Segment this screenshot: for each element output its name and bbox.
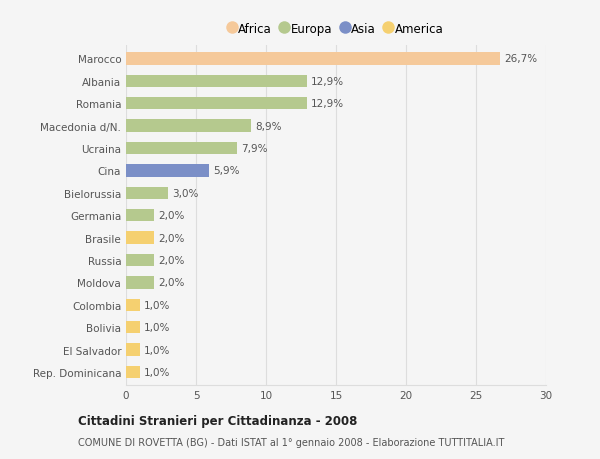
Text: 12,9%: 12,9% bbox=[311, 77, 344, 87]
Text: 5,9%: 5,9% bbox=[213, 166, 239, 176]
Text: 1,0%: 1,0% bbox=[144, 345, 170, 355]
Text: 2,0%: 2,0% bbox=[158, 211, 185, 221]
Bar bbox=[126, 143, 236, 155]
Bar bbox=[126, 254, 154, 267]
Text: 12,9%: 12,9% bbox=[311, 99, 344, 109]
Bar bbox=[126, 277, 154, 289]
Legend: Africa, Europa, Asia, America: Africa, Europa, Asia, America bbox=[224, 18, 448, 40]
Bar bbox=[126, 210, 154, 222]
Text: 8,9%: 8,9% bbox=[255, 121, 281, 131]
Bar bbox=[126, 366, 140, 378]
Bar bbox=[126, 299, 140, 311]
Text: 2,0%: 2,0% bbox=[158, 278, 185, 288]
Bar bbox=[126, 98, 307, 110]
Bar bbox=[126, 321, 140, 334]
Text: 2,0%: 2,0% bbox=[158, 233, 185, 243]
Bar bbox=[126, 232, 154, 244]
Text: 7,9%: 7,9% bbox=[241, 144, 268, 154]
Bar bbox=[126, 165, 209, 177]
Bar bbox=[126, 187, 168, 200]
Bar bbox=[126, 344, 140, 356]
Text: 1,0%: 1,0% bbox=[144, 323, 170, 332]
Text: 2,0%: 2,0% bbox=[158, 255, 185, 265]
Bar bbox=[126, 53, 500, 66]
Bar bbox=[126, 120, 251, 133]
Text: 1,0%: 1,0% bbox=[144, 367, 170, 377]
Text: 3,0%: 3,0% bbox=[172, 188, 199, 198]
Text: 1,0%: 1,0% bbox=[144, 300, 170, 310]
Bar bbox=[126, 76, 307, 88]
Text: 26,7%: 26,7% bbox=[504, 54, 537, 64]
Text: COMUNE DI ROVETTA (BG) - Dati ISTAT al 1° gennaio 2008 - Elaborazione TUTTITALIA: COMUNE DI ROVETTA (BG) - Dati ISTAT al 1… bbox=[78, 437, 505, 447]
Text: Cittadini Stranieri per Cittadinanza - 2008: Cittadini Stranieri per Cittadinanza - 2… bbox=[78, 414, 358, 428]
